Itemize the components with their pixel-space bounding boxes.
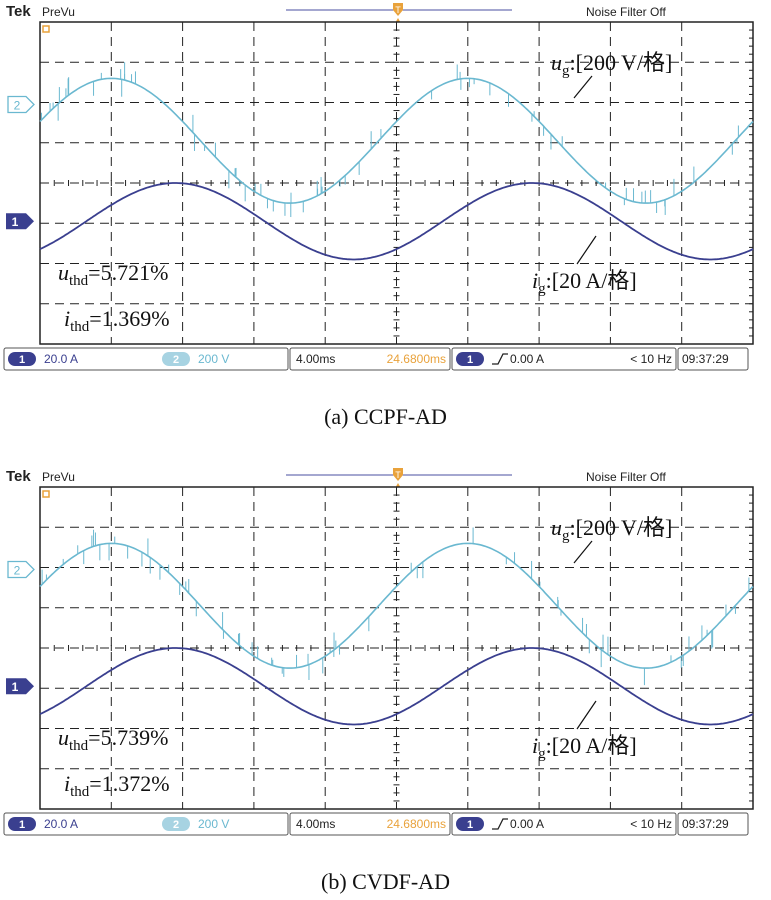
ch2-badge[interactable]	[162, 817, 190, 831]
oscilloscope-panel-b: Tek PreVu Noise Filter Off T 2 1 ug:[200 V/格] i…	[0, 465, 771, 840]
thd-annotation-u: uthd=5.721%	[58, 260, 168, 289]
status-channels-box	[3, 347, 289, 371]
trigger-position-icon	[393, 468, 403, 481]
status-timebase-box	[289, 812, 451, 836]
channel-2-marker[interactable]: 2	[7, 560, 35, 579]
rising-edge-icon	[492, 353, 508, 365]
ch1-scale: 20.0 A	[44, 817, 78, 831]
trace-label-ug: ug:[200 V/格]	[551, 515, 672, 564]
scope-header: Tek PreVu Noise Filter Off T	[6, 468, 666, 490]
caption-a: (a) CCPF-AD	[324, 404, 447, 429]
grid	[39, 486, 754, 810]
trace-label-text: ig:[20 A/格]	[532, 268, 637, 297]
ch1-badge-label: 1	[19, 819, 25, 831]
label-leader	[576, 235, 597, 265]
status-clock-box	[677, 812, 749, 836]
ch1-badge[interactable]	[8, 352, 36, 366]
status-bar: 1 20.0 A 2 200 V 4.00ms 24.6800ms 1 0.00 A < 10 …	[3, 812, 749, 836]
label-leader	[573, 75, 593, 99]
horizontal-position: 24.6800ms	[387, 352, 446, 366]
trigger-frequency: < 10 Hz	[630, 352, 672, 366]
oscilloscope-panel-a: Tek PreVu Noise Filter Off T 2 1 ug:[200 V/格] i…	[0, 0, 771, 375]
trigger-frequency: < 10 Hz	[630, 817, 672, 831]
channel-marker-shape	[7, 95, 35, 114]
brand-label: Tek	[6, 3, 31, 20]
trigger-channel-badge-label: 1	[467, 819, 473, 831]
corner-marker-icon	[42, 490, 50, 498]
channel-1-marker[interactable]: 1	[6, 213, 34, 230]
ch2-badge-label: 2	[173, 354, 179, 366]
filter-label: Noise Filter Off	[586, 5, 666, 19]
ch1-badge[interactable]	[8, 817, 36, 831]
scope-header: Tek PreVu Noise Filter Off T	[6, 3, 666, 25]
status-timebase-box	[289, 347, 451, 371]
channel-marker-label: 2	[14, 99, 21, 113]
label-leader	[576, 700, 597, 730]
trace-ug-spikes	[41, 527, 750, 686]
trace-label-ug: ug:[200 V/格]	[551, 50, 672, 99]
trigger-level: 0.00 A	[510, 352, 544, 366]
trigger-channel-badge[interactable]	[456, 817, 484, 831]
ch2-scale: 200 V	[198, 817, 229, 831]
channel-marker-label: 1	[12, 215, 19, 229]
trigger-channel-badge-label: 1	[467, 354, 473, 366]
trigger-position-glyph: T	[395, 470, 401, 480]
corner-marker-icon	[42, 25, 50, 33]
filter-label: Noise Filter Off	[586, 470, 666, 484]
channel-2-marker[interactable]: 2	[7, 95, 35, 114]
ch1-badge-label: 1	[19, 354, 25, 366]
trace-ug	[39, 77, 754, 204]
scope-svg: Tek PreVu Noise Filter Off T 2 1 ug:[200 V/格] i…	[3, 3, 754, 371]
brand-label: Tek	[6, 468, 31, 485]
thd-annotation-i: ithd=1.372%	[64, 771, 170, 800]
ch1-scale: 20.0 A	[44, 352, 78, 366]
mode-label: PreVu	[42, 470, 75, 484]
scope-svg: Tek PreVu Noise Filter Off T 2 1 ug:[200 V/格] i…	[3, 468, 754, 836]
status-bar: 1 20.0 A 2 200 V 4.00ms 24.6800ms 1 0.00 A < 10 …	[3, 347, 749, 371]
channel-marker-label: 2	[14, 564, 21, 578]
rising-edge-icon	[492, 818, 508, 830]
trace-label-ig: ig:[20 A/格]	[532, 700, 637, 762]
trace-ig	[39, 182, 754, 261]
trigger-position-glyph: T	[395, 5, 401, 15]
trigger-level: 0.00 A	[510, 817, 544, 831]
trace-ig	[39, 647, 754, 726]
trace-ug	[39, 542, 754, 669]
thd-annotation-i: ithd=1.369%	[64, 306, 170, 335]
channel-1-marker[interactable]: 1	[6, 678, 34, 695]
trace-ug-spikes	[40, 62, 739, 218]
ch2-badge[interactable]	[162, 352, 190, 366]
channel-marker-shape	[6, 213, 34, 230]
ch2-scale: 200 V	[198, 352, 229, 366]
trace-label-text: ug:[200 V/格]	[551, 50, 672, 79]
timebase: 4.00ms	[296, 352, 335, 366]
mode-label: PreVu	[42, 5, 75, 19]
clock: 09:37:29	[682, 817, 729, 831]
channel-marker-label: 1	[12, 680, 19, 694]
horizontal-position: 24.6800ms	[387, 817, 446, 831]
label-leader	[573, 540, 593, 564]
channel-marker-shape	[7, 560, 35, 579]
trigger-channel-badge[interactable]	[456, 352, 484, 366]
ch2-badge-label: 2	[173, 819, 179, 831]
caption-b: (b) CVDF-AD	[321, 869, 450, 894]
thd-annotation-u: uthd=5.739%	[58, 725, 168, 754]
timebase: 4.00ms	[296, 817, 335, 831]
grid	[39, 21, 754, 345]
channel-marker-shape	[6, 678, 34, 695]
trace-label-text: ig:[20 A/格]	[532, 733, 637, 762]
clock: 09:37:29	[682, 352, 729, 366]
trigger-position-icon	[393, 3, 403, 16]
trace-label-ig: ig:[20 A/格]	[532, 235, 637, 297]
status-channels-box	[3, 812, 289, 836]
status-clock-box	[677, 347, 749, 371]
trace-label-text: ug:[200 V/格]	[551, 515, 672, 544]
